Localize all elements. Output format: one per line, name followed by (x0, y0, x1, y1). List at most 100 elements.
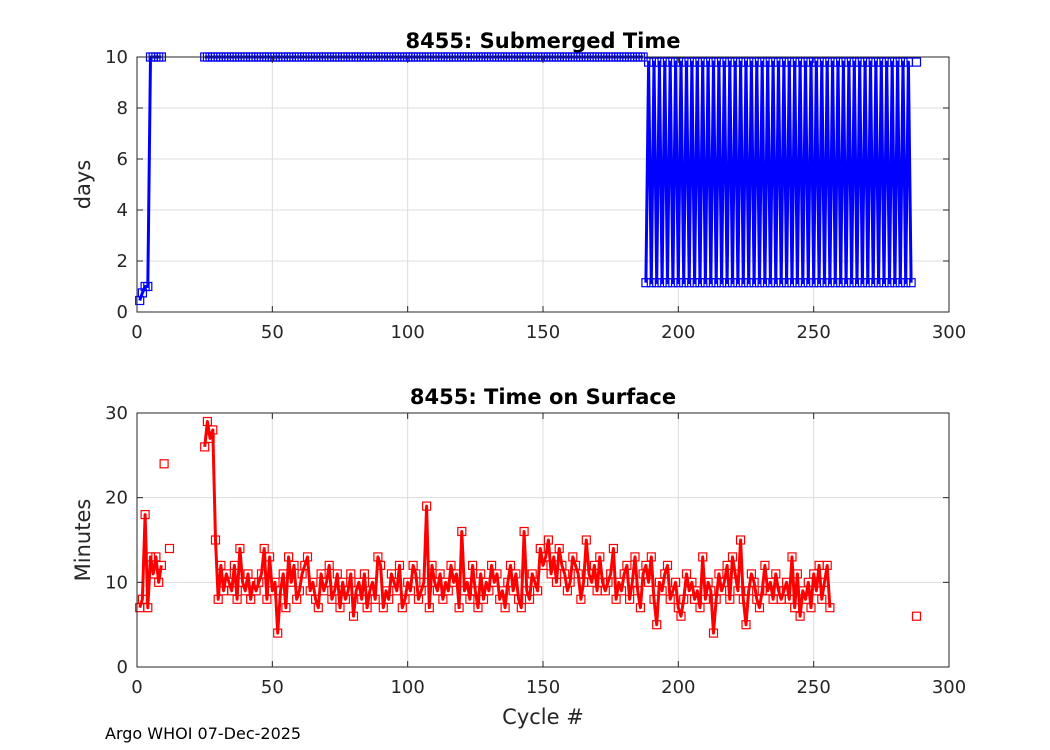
data-point (543, 535, 554, 545)
data-point (811, 586, 822, 596)
data-point (911, 611, 922, 621)
data-point (151, 552, 161, 562)
data-point (468, 560, 478, 571)
data-point (608, 543, 619, 554)
data-point (670, 57, 681, 67)
data-point (836, 278, 846, 288)
data-point (877, 0, 885, 8)
data-point (278, 569, 288, 579)
data-point (883, 0, 891, 8)
data-point (519, 526, 529, 537)
data-point (576, 594, 586, 604)
data-point (284, 552, 294, 562)
data-point (817, 57, 827, 67)
data-point (689, 278, 700, 288)
data-point (684, 278, 694, 288)
data-point (476, 569, 486, 579)
data-point (400, 594, 410, 604)
data-point (703, 57, 713, 67)
data-point (714, 57, 724, 67)
data-point (524, 594, 535, 604)
data-point (473, 603, 483, 613)
y-tick-label: 10 (105, 572, 128, 593)
data-point (716, 278, 727, 288)
data-point (792, 278, 803, 288)
data-point (378, 603, 388, 613)
chart-title: 8455: Time on Surface (410, 385, 676, 409)
data-point (845, 0, 853, 8)
data-point (405, 586, 415, 596)
data-point (256, 569, 267, 579)
data-point (733, 586, 743, 596)
data-point (757, 586, 767, 596)
data-point (827, 57, 838, 67)
data-point (873, 278, 884, 288)
data-point (706, 278, 716, 288)
data-point (232, 594, 242, 604)
data-point (164, 543, 175, 554)
data-point (886, 0, 894, 8)
data-point (837, 0, 845, 8)
data-point (830, 278, 840, 288)
data-point (749, 278, 759, 288)
data-point (752, 57, 762, 67)
data-point (208, 425, 218, 435)
data-point (286, 577, 296, 587)
data-point (853, 0, 861, 8)
data-point (505, 560, 516, 571)
x-tick-label: 100 (390, 677, 424, 698)
data-point (616, 586, 627, 596)
y-tick-label: 8 (117, 98, 128, 119)
data-point (235, 543, 245, 554)
data-point (692, 57, 702, 67)
data-point (757, 57, 767, 67)
data-point (362, 603, 372, 613)
data-point (735, 57, 746, 67)
data-point (867, 0, 875, 8)
x-tick-label: 200 (661, 322, 695, 343)
data-point (790, 57, 800, 67)
data-point (670, 577, 681, 587)
data-point (654, 57, 665, 67)
data-point (771, 569, 781, 579)
data-point (735, 535, 746, 545)
data-point (803, 278, 813, 288)
data-point (834, 0, 842, 8)
data-point (795, 57, 805, 67)
data-point (679, 594, 689, 604)
data-point (803, 577, 813, 587)
data-point (838, 57, 849, 67)
y-tick-label: 10 (105, 47, 128, 68)
x-tick-label: 250 (796, 677, 830, 698)
data-point (700, 594, 711, 604)
data-point (359, 569, 369, 579)
data-point (643, 577, 654, 587)
data-point (806, 603, 816, 613)
data-point (868, 278, 878, 288)
y-tick-label: 0 (117, 302, 128, 323)
data-point (622, 560, 632, 571)
data-point (706, 586, 716, 596)
data-point (819, 577, 830, 587)
data-point (419, 577, 429, 587)
data-point (457, 526, 467, 537)
data-point (587, 577, 597, 587)
data-point (844, 57, 854, 67)
data-point (148, 569, 158, 579)
data-point (776, 278, 786, 288)
data-point (902, 0, 910, 8)
data-point (275, 586, 286, 596)
data-point (657, 586, 667, 596)
data-point (589, 560, 600, 571)
data-point (698, 57, 708, 67)
data-point (855, 57, 865, 67)
data-point (711, 594, 721, 604)
data-point (819, 278, 830, 288)
data-point (760, 278, 770, 288)
data-point (154, 577, 164, 587)
data-point (313, 603, 323, 613)
data-point (825, 278, 835, 288)
data-point (424, 603, 434, 613)
